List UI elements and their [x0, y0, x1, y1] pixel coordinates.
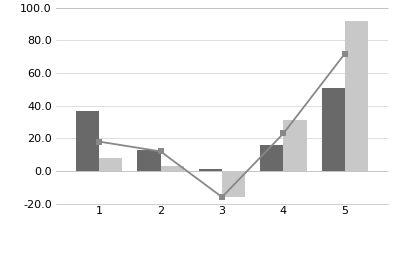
Bar — [160, 166, 184, 171]
Bar — [137, 150, 160, 171]
Bar — [76, 111, 99, 171]
Bar — [284, 120, 307, 171]
Bar — [222, 171, 245, 197]
Bar — [199, 169, 222, 171]
Bar — [345, 21, 368, 171]
Bar — [260, 145, 284, 171]
Bar — [99, 158, 122, 171]
Bar — [322, 88, 345, 171]
